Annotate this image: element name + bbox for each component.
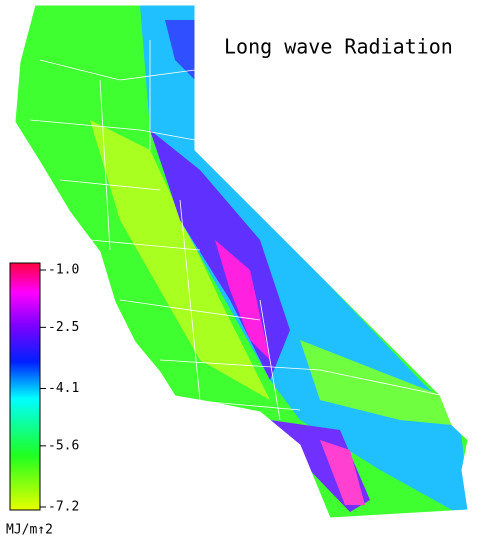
county-lines [29, 40, 441, 421]
tick-label: -1.0 [48, 263, 79, 278]
tick-label: -7.2 [48, 500, 79, 515]
tick-label: -5.6 [48, 438, 79, 453]
colorbar-unit: MJ/m↑2 [6, 523, 53, 538]
colorbar-ticks: -1.0 -2.5 -4.1 -5.6 -7.2 [40, 263, 79, 515]
colorbar [9, 262, 41, 511]
tick-label: -4.1 [48, 381, 79, 396]
map-title: Long wave Radiation [224, 35, 453, 59]
state-outline [14, 4, 469, 519]
tick-label: -2.5 [48, 320, 79, 335]
